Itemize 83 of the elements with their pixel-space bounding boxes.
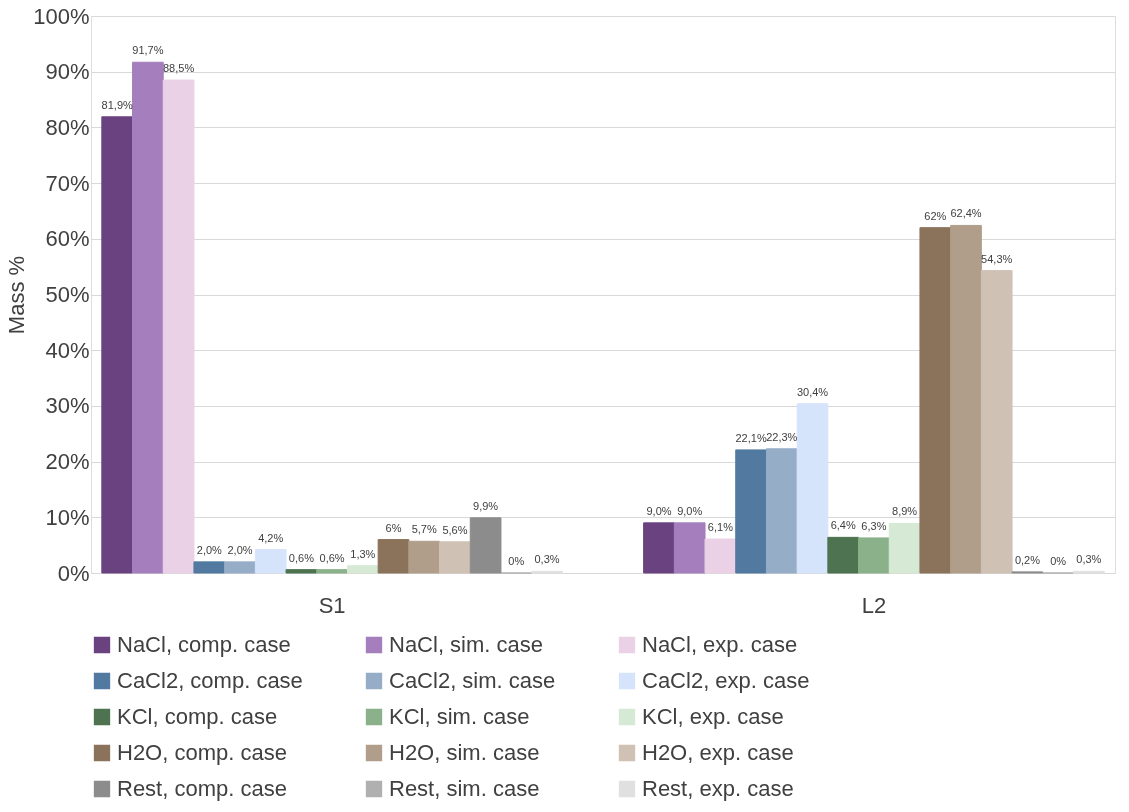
data-label: 30,4% xyxy=(796,385,829,398)
y-tick-label: 80% xyxy=(45,114,90,140)
legend-label: Rest, comp. case xyxy=(117,776,287,801)
data-label: 6,1% xyxy=(707,521,734,534)
data-label: 5,7% xyxy=(411,523,437,536)
x-tick-label: S1 xyxy=(318,592,346,618)
data-label: 8,9% xyxy=(892,505,918,518)
data-label: 0% xyxy=(1050,555,1067,567)
bar xyxy=(735,449,767,574)
data-label: 0% xyxy=(508,555,525,567)
data-label: 62% xyxy=(924,209,947,222)
data-label: 6% xyxy=(385,521,402,534)
data-label: 22,1% xyxy=(735,431,767,444)
bar xyxy=(643,522,675,574)
legend-label: H2O, exp. case xyxy=(642,740,794,765)
legend-label: CaCl2, comp. case xyxy=(117,668,303,693)
data-label: 88,5% xyxy=(162,62,195,75)
data-label: 62,4% xyxy=(950,207,982,220)
y-tick-label: 100% xyxy=(33,3,90,29)
data-label: 5,6% xyxy=(442,523,468,536)
legend-label: Rest, exp. case xyxy=(642,776,794,801)
legend-label: NaCl, exp. case xyxy=(642,632,798,657)
y-tick-label: 90% xyxy=(45,59,90,85)
y-tick-label: 30% xyxy=(45,393,90,419)
legend-label: NaCl, comp. case xyxy=(117,632,291,657)
data-label: 2,0% xyxy=(196,543,223,556)
bar xyxy=(980,270,1013,574)
legend-label: H2O, comp. case xyxy=(117,740,287,765)
bar xyxy=(765,448,798,574)
bar xyxy=(796,403,829,574)
bar xyxy=(469,517,502,574)
bar xyxy=(224,561,256,574)
bar xyxy=(408,540,441,574)
data-label: 0,6% xyxy=(319,551,345,564)
bar xyxy=(673,522,706,574)
data-label: 9,0% xyxy=(646,504,672,517)
data-label: 0,2% xyxy=(1014,553,1041,566)
legend-label: KCl, exp. case xyxy=(642,704,784,729)
data-label: 0,3% xyxy=(534,553,560,566)
data-label: 9,9% xyxy=(473,499,499,512)
x-tick-label: L2 xyxy=(861,592,887,618)
y-tick-label: 10% xyxy=(45,504,90,530)
legend-label: H2O, sim. case xyxy=(389,740,540,765)
y-axis-title: Mass % xyxy=(4,255,30,335)
bar xyxy=(132,61,164,574)
bar xyxy=(950,224,982,574)
legend-label: KCl, sim. case xyxy=(389,704,530,729)
bar xyxy=(439,541,471,574)
data-label: 2,0% xyxy=(227,543,253,556)
bar xyxy=(827,536,860,574)
bar xyxy=(858,537,890,574)
bar xyxy=(377,539,410,574)
data-label: 91,7% xyxy=(132,44,164,57)
data-label: 0,6% xyxy=(288,551,315,564)
legend-label: KCl, comp. case xyxy=(117,704,278,729)
legend-label: CaCl2, sim. case xyxy=(389,668,556,693)
bar xyxy=(316,569,348,574)
bar xyxy=(193,561,226,574)
data-label: 9,0% xyxy=(677,504,703,517)
bar xyxy=(888,522,921,574)
y-tick-label: 50% xyxy=(45,282,90,307)
y-tick-label: 0% xyxy=(57,560,90,586)
data-label: 6,4% xyxy=(830,519,856,532)
data-label: 6,3% xyxy=(861,519,887,532)
data-label: 54,3% xyxy=(981,252,1013,265)
data-label: 1,3% xyxy=(350,547,376,560)
y-tick-label: 40% xyxy=(45,337,90,363)
legend-label: CaCl2, exp. case xyxy=(642,668,810,693)
data-label: 4,2% xyxy=(258,531,284,544)
legend-label: NaCl, sim. case xyxy=(389,632,544,657)
data-label: 22,3% xyxy=(766,430,798,443)
bar xyxy=(285,569,318,574)
bar xyxy=(346,565,379,574)
legend-label: Rest, sim. case xyxy=(389,776,540,801)
y-tick-label: 20% xyxy=(45,449,90,475)
bar xyxy=(704,538,737,574)
bar xyxy=(162,79,195,574)
data-label: 0,3% xyxy=(1076,553,1102,566)
bar xyxy=(919,227,952,574)
bar xyxy=(254,549,287,574)
y-tick-label: 70% xyxy=(45,170,90,196)
y-tick-label: 60% xyxy=(45,226,90,252)
bar xyxy=(101,116,134,574)
